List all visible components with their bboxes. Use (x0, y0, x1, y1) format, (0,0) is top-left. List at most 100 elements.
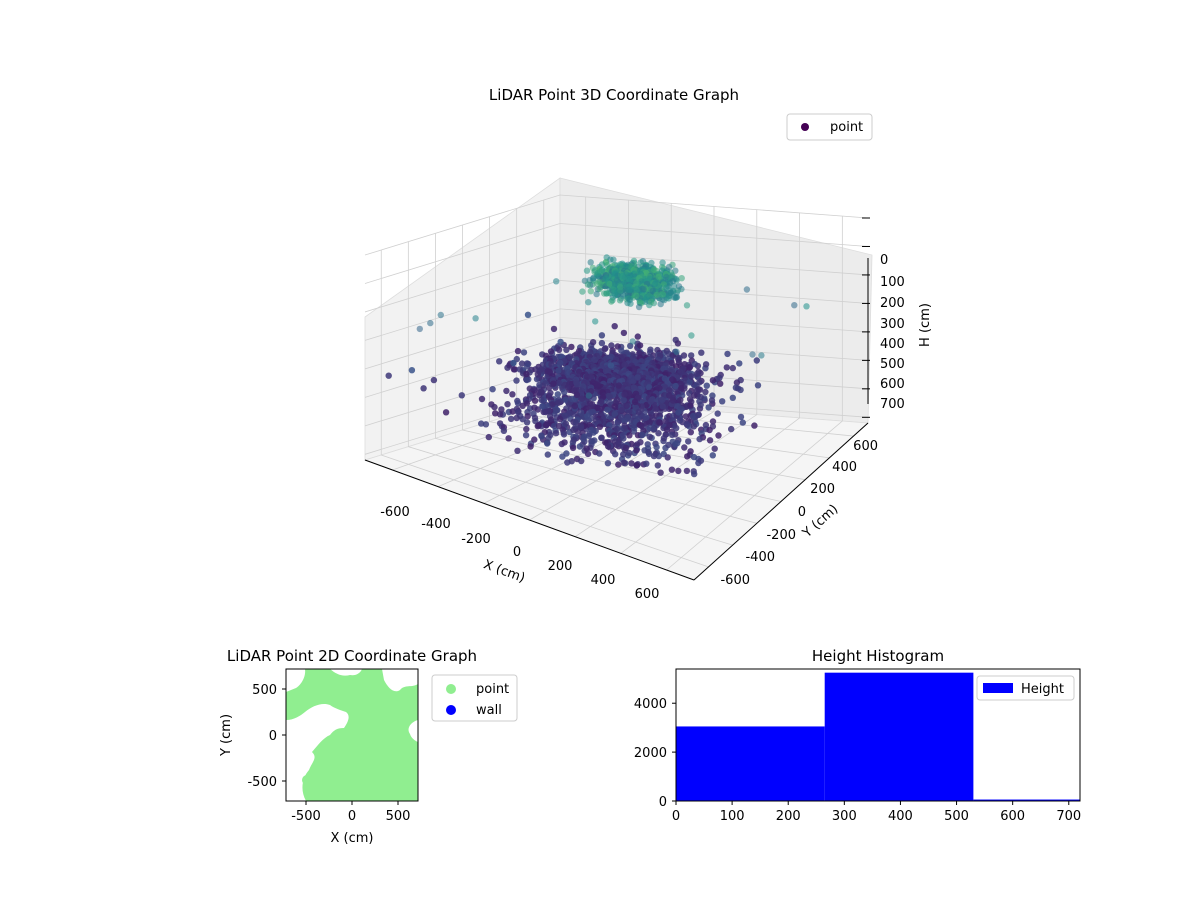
z-tick-label: 0 (880, 253, 888, 268)
data-point (573, 391, 581, 399)
data-point (569, 444, 577, 452)
data-point (663, 284, 670, 291)
data-point (635, 303, 643, 311)
data-point (633, 462, 640, 469)
x-tick-label: -600 (380, 505, 410, 520)
data-point (687, 429, 694, 436)
x-tick-label: 100 (720, 809, 745, 824)
data-point (620, 459, 628, 466)
data-point (698, 349, 705, 356)
data-point (645, 448, 652, 456)
data-point (643, 460, 650, 467)
data-point (658, 291, 665, 298)
data-point (561, 439, 568, 446)
legend-label-point: point (830, 120, 863, 135)
data-point (562, 420, 569, 427)
grid-line (574, 209, 758, 537)
data-point (689, 412, 697, 420)
data-point (430, 376, 438, 384)
data-point (709, 452, 716, 459)
plot-2d-x-ticks: -500 0 500 (291, 801, 410, 824)
data-point (668, 466, 676, 473)
data-point (672, 441, 679, 448)
data-point (661, 383, 668, 391)
data-point (675, 283, 683, 290)
data-point (601, 345, 608, 353)
data-point (538, 396, 545, 404)
data-point (544, 440, 551, 447)
legend-box (786, 113, 873, 141)
legend-label-height: Height (1021, 682, 1064, 697)
histogram-title: Height Histogram (812, 647, 944, 665)
data-point (478, 420, 485, 427)
data-point (669, 397, 677, 404)
plot-2d: LiDAR Point 2D Coordinate Graph -500 0 5… (219, 647, 518, 846)
data-point (665, 441, 672, 449)
data-point (687, 373, 695, 380)
data-point (693, 370, 701, 378)
data-point (531, 404, 538, 411)
data-point (539, 403, 546, 410)
data-point (636, 342, 644, 349)
data-point (535, 422, 542, 429)
data-point (611, 290, 618, 297)
y-tick-label: 0 (798, 505, 806, 520)
data-point (625, 286, 632, 293)
data-point (604, 460, 612, 467)
data-point (719, 398, 726, 405)
data-point (677, 396, 684, 404)
data-point (656, 384, 663, 392)
data-point (709, 377, 717, 384)
plot-3d-panes (363, 177, 873, 581)
data-point (690, 423, 698, 430)
data-point (631, 398, 639, 406)
data-point (739, 419, 746, 426)
data-point (420, 385, 427, 392)
data-point (678, 275, 685, 282)
data-point (550, 325, 558, 333)
plot-2d-x-label: X (cm) (331, 831, 374, 846)
data-point (687, 448, 694, 455)
y-tick-label: 500 (252, 683, 277, 698)
data-point (671, 294, 678, 301)
data-point (598, 434, 605, 441)
y-tick-label: -500 (247, 775, 277, 790)
data-point (702, 388, 709, 396)
y-tick-label: 200 (810, 482, 835, 497)
data-point (555, 367, 562, 374)
data-point (749, 351, 756, 358)
data-point (751, 422, 758, 429)
data-point (614, 419, 621, 426)
data-point (716, 374, 723, 382)
data-point (665, 292, 672, 300)
data-point (729, 394, 736, 401)
data-point (646, 419, 653, 426)
histogram-bars (676, 672, 1080, 801)
data-point (753, 357, 760, 364)
data-point (561, 388, 568, 396)
data-point (728, 425, 735, 433)
y-tick-label: 400 (832, 460, 857, 475)
data-point (514, 447, 521, 454)
grid-line (364, 336, 869, 398)
data-point (593, 290, 600, 298)
data-point (597, 398, 605, 405)
data-point (609, 297, 616, 304)
data-point (621, 391, 628, 398)
z-tick-label: 400 (880, 337, 905, 352)
data-point (646, 433, 653, 440)
data-point (655, 452, 662, 460)
grid-line (666, 216, 843, 571)
data-point (655, 430, 662, 437)
data-point (614, 343, 621, 350)
data-point (737, 386, 744, 394)
data-point (550, 380, 557, 387)
histogram-bar (676, 726, 825, 801)
data-point (554, 391, 561, 398)
data-point (557, 338, 564, 346)
legend-label-wall: wall (476, 703, 502, 718)
data-point (578, 387, 585, 394)
x-tick-label: 600 (635, 587, 660, 602)
data-point (427, 319, 434, 327)
data-point (714, 410, 721, 417)
